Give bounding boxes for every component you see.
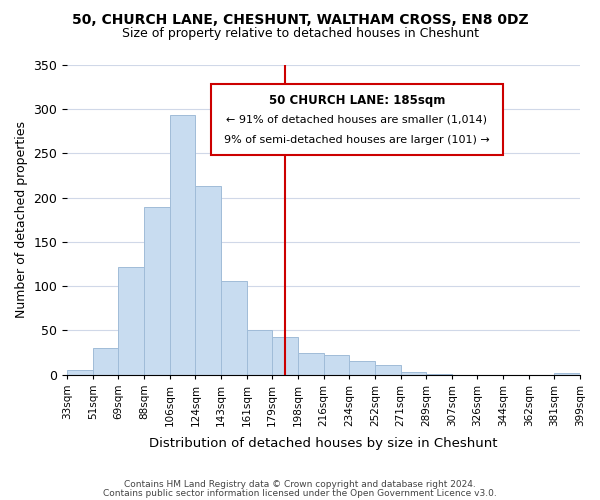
Bar (93, 348, 118, 374)
Bar (349, 360, 375, 374)
Text: 50 CHURCH LANE: 185sqm: 50 CHURCH LANE: 185sqm (269, 94, 445, 108)
Bar (221, 281, 247, 374)
Bar (298, 354, 323, 374)
Bar (144, 206, 170, 374)
Text: Contains HM Land Registry data © Crown copyright and database right 2024.: Contains HM Land Registry data © Crown c… (124, 480, 476, 489)
Bar (67, 370, 93, 374)
Text: 9% of semi-detached houses are larger (101) →: 9% of semi-detached houses are larger (1… (224, 134, 490, 144)
Bar (272, 336, 298, 374)
Bar (401, 372, 426, 374)
FancyBboxPatch shape (211, 84, 503, 155)
Bar (247, 330, 272, 374)
Text: ← 91% of detached houses are smaller (1,014): ← 91% of detached houses are smaller (1,… (226, 114, 487, 124)
Y-axis label: Number of detached properties: Number of detached properties (15, 122, 28, 318)
Bar (170, 116, 196, 374)
Bar (196, 186, 221, 374)
Bar (323, 356, 349, 374)
Bar (375, 365, 401, 374)
Bar (118, 267, 144, 374)
Text: Contains public sector information licensed under the Open Government Licence v3: Contains public sector information licen… (103, 489, 497, 498)
Bar (554, 373, 580, 374)
Text: 50, CHURCH LANE, CHESHUNT, WALTHAM CROSS, EN8 0DZ: 50, CHURCH LANE, CHESHUNT, WALTHAM CROSS… (71, 12, 529, 26)
Text: Size of property relative to detached houses in Cheshunt: Size of property relative to detached ho… (121, 28, 479, 40)
X-axis label: Distribution of detached houses by size in Cheshunt: Distribution of detached houses by size … (149, 437, 498, 450)
